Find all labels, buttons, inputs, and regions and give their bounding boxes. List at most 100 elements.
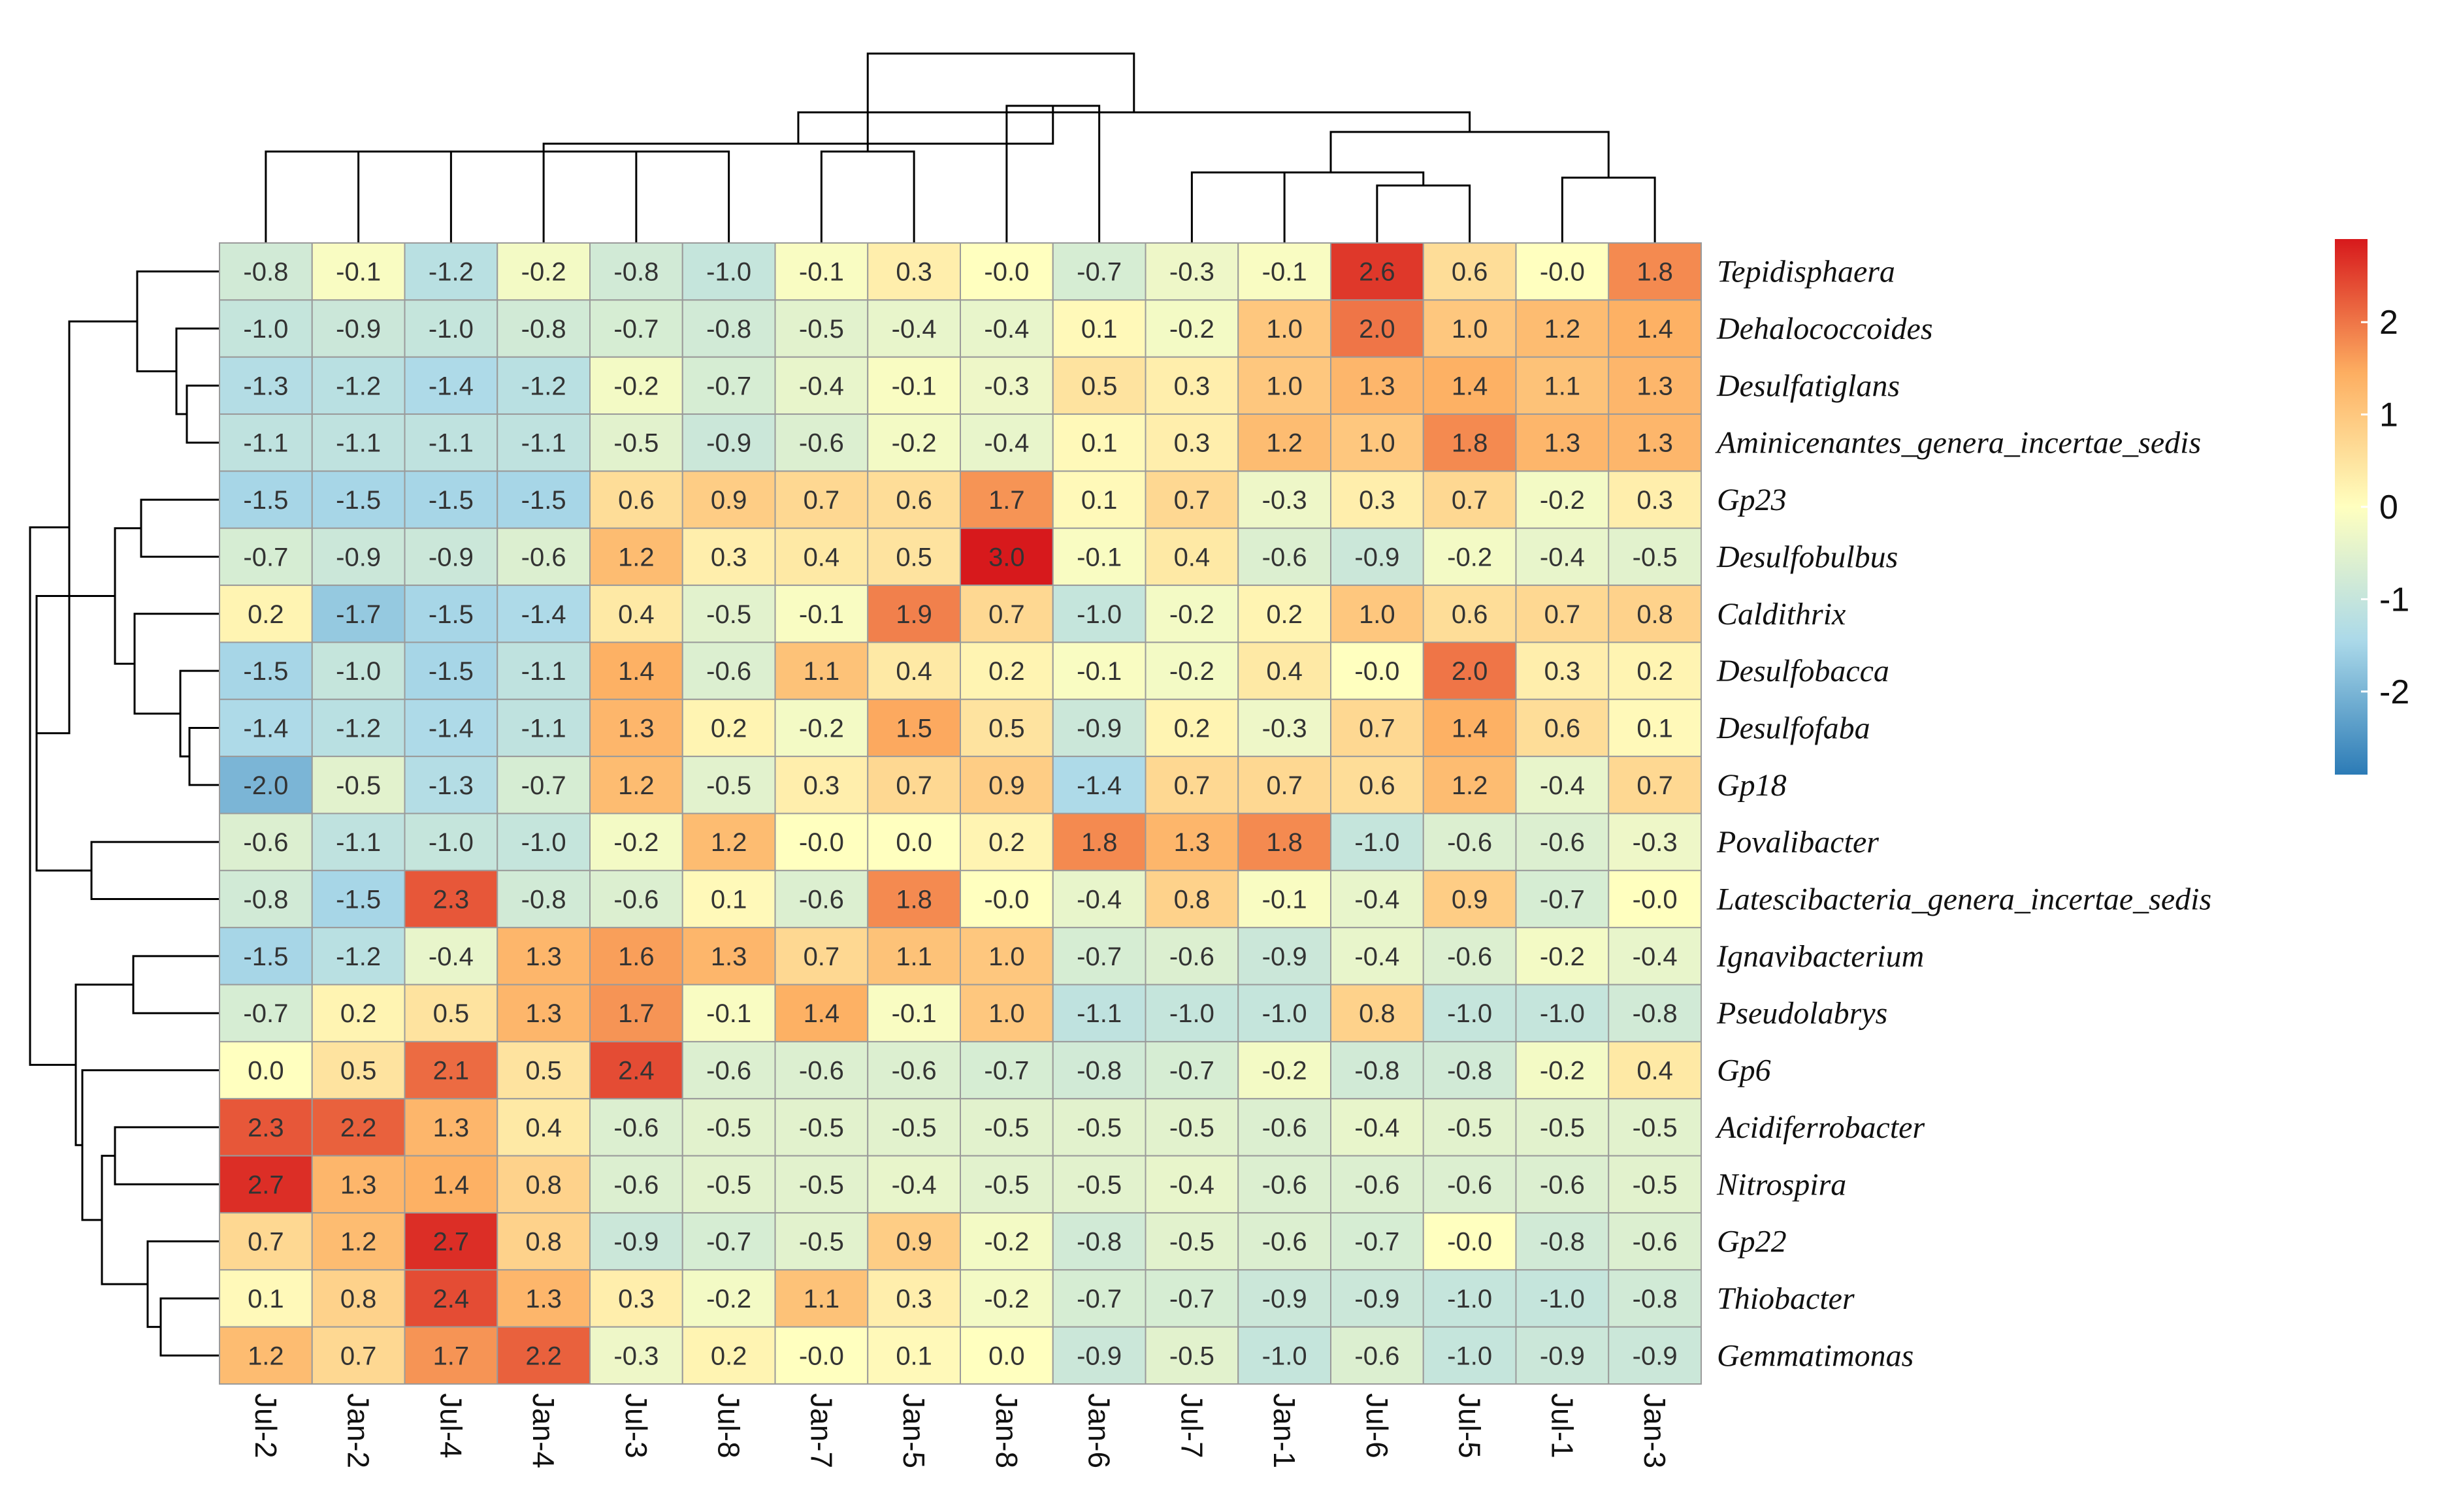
cell-value-label: 1.2 [711, 828, 747, 857]
heatmap-cell [497, 984, 591, 1042]
cell-value-label: 2.2 [525, 1342, 562, 1370]
cell-value-label: 0.7 [988, 600, 1025, 629]
cell-value-label: -0.9 [1262, 942, 1307, 971]
cell-value-label: -0.2 [613, 372, 659, 400]
cell-value-label: 1.0 [1359, 600, 1395, 629]
heatmap-cell [960, 1269, 1054, 1328]
heatmap-cell [404, 356, 498, 415]
column-dendrogram-branch [449, 150, 545, 243]
heatmap-cell [1052, 927, 1147, 986]
column-label: Jul-2 [249, 1393, 283, 1458]
heatmap-cell [1608, 1326, 1702, 1385]
cell-value-label: 0.3 [1636, 486, 1673, 515]
heatmap-cell [867, 756, 961, 814]
cell-value-label: -0.6 [1262, 1114, 1307, 1142]
cell-value-label: 0.3 [804, 771, 840, 800]
cell-value-label: -0.4 [1354, 942, 1399, 971]
cell-value-label: -0.9 [1077, 1342, 1122, 1370]
cell-value-label: 1.3 [433, 1114, 470, 1142]
heatmap-cell [1330, 1326, 1424, 1385]
cell-value-label: 1.1 [896, 942, 932, 971]
heatmap-cell [1145, 1040, 1239, 1100]
heatmap-cell [404, 869, 498, 929]
heatmap-cell [1330, 1269, 1424, 1328]
heatmap-cell [681, 1040, 776, 1100]
heatmap-cell [960, 1155, 1054, 1214]
heatmap-cell [404, 927, 498, 986]
cell-value-label: 0.1 [711, 886, 747, 914]
cell-value-label: -1.0 [1540, 999, 1585, 1028]
cell-value-label: -1.5 [429, 657, 474, 686]
cell-value-label: -0.1 [892, 372, 937, 400]
cell-value-label: 0.8 [525, 1170, 562, 1199]
heatmap-cell [867, 1212, 961, 1271]
heatmap-cell [1145, 1155, 1239, 1214]
heatmap-cell [311, 1269, 406, 1328]
row-label: Caldithrix [1717, 597, 1846, 632]
cell-value-label: -0.3 [1169, 258, 1214, 287]
cell-value-label: -0.9 [336, 543, 381, 571]
cell-value-label: 0.7 [804, 942, 840, 971]
cell-value-label: -0.7 [1077, 258, 1122, 287]
cell-value-label: -1.5 [336, 886, 381, 914]
cell-value-label: -0.6 [892, 1057, 937, 1086]
cell-value-label: -0.7 [243, 999, 288, 1028]
cell-value-label: -0.5 [1169, 1114, 1214, 1142]
heatmap-cell [311, 1040, 406, 1100]
cell-value-label: -0.8 [1077, 1057, 1122, 1086]
heatmap-cell [404, 756, 498, 814]
cell-value-label: -0.1 [1077, 657, 1122, 686]
heatmap-cell [1608, 984, 1702, 1042]
cell-value-label: -0.5 [1633, 1170, 1678, 1199]
cell-value-label: -0.7 [706, 1228, 751, 1257]
cell-value-label: 1.3 [525, 942, 562, 971]
heatmap-cell [1145, 927, 1239, 986]
heatmap-cell [589, 812, 683, 871]
cell-value-label: 0.1 [248, 1285, 284, 1313]
heatmap-cell [219, 1326, 313, 1385]
cell-value-label: 1.5 [896, 714, 932, 743]
row-dendrogram-branch [146, 1240, 220, 1328]
cell-value-label: 0.2 [711, 1342, 747, 1370]
cell-value-label: 1.2 [1266, 429, 1303, 458]
cell-value-label: -0.5 [706, 771, 751, 800]
row-labels: Tepidisphaera Dehalococcoides Desulfatigla… [1715, 255, 2211, 1374]
column-dendrogram [265, 52, 1656, 243]
cell-value-label: -0.5 [799, 1170, 844, 1199]
row-label: Ignavibacterium [1716, 939, 1924, 974]
heatmap-cell [1330, 869, 1424, 929]
color-legend: 2 1 0 -1 -2 [2335, 239, 2409, 775]
row-label: Desulfobulbus [1716, 539, 1898, 574]
heatmap-cell [1330, 812, 1424, 871]
cell-value-label: 0.3 [1359, 486, 1395, 515]
heatmap-cell [1608, 299, 1702, 358]
cell-value-label: -0.6 [799, 429, 844, 458]
cell-value-label: 0.2 [711, 714, 747, 743]
cell-value-label: 0.7 [248, 1228, 284, 1257]
cell-value-label: -1.0 [1447, 1285, 1492, 1313]
cell-value-label: 1.1 [804, 657, 840, 686]
heatmap-cell [404, 1326, 498, 1385]
cell-value-label: 0.5 [988, 714, 1025, 743]
cell-value-label: 0.4 [896, 657, 932, 686]
heatmap-cell [1237, 242, 1331, 301]
cell-value-label: -0.7 [984, 1057, 1029, 1086]
cell-value-label: -0.9 [1077, 714, 1122, 743]
cell-value-label: -0.6 [1262, 1228, 1307, 1257]
cell-value-label: -0.4 [1354, 1114, 1399, 1142]
heatmap-cell [497, 1098, 591, 1157]
heatmap-cell [960, 413, 1054, 472]
cell-value-label: 0.4 [618, 600, 655, 629]
heatmap-cell [404, 984, 498, 1042]
cell-value-label: 1.4 [618, 657, 655, 686]
cell-value-label: -0.6 [1262, 1170, 1307, 1199]
cell-value-label: -1.1 [521, 657, 566, 686]
heatmap-cell [1145, 356, 1239, 415]
legend-tick-label: -1 [2379, 581, 2409, 619]
cell-value-label: 1.0 [988, 999, 1025, 1028]
cell-value-label: 1.2 [618, 771, 655, 800]
cell-value-label: 0.6 [1359, 771, 1395, 800]
cell-value-label: -1.5 [243, 486, 288, 515]
row-dendrogram-branch [133, 613, 220, 715]
cell-value-label: 0.1 [1081, 486, 1118, 515]
